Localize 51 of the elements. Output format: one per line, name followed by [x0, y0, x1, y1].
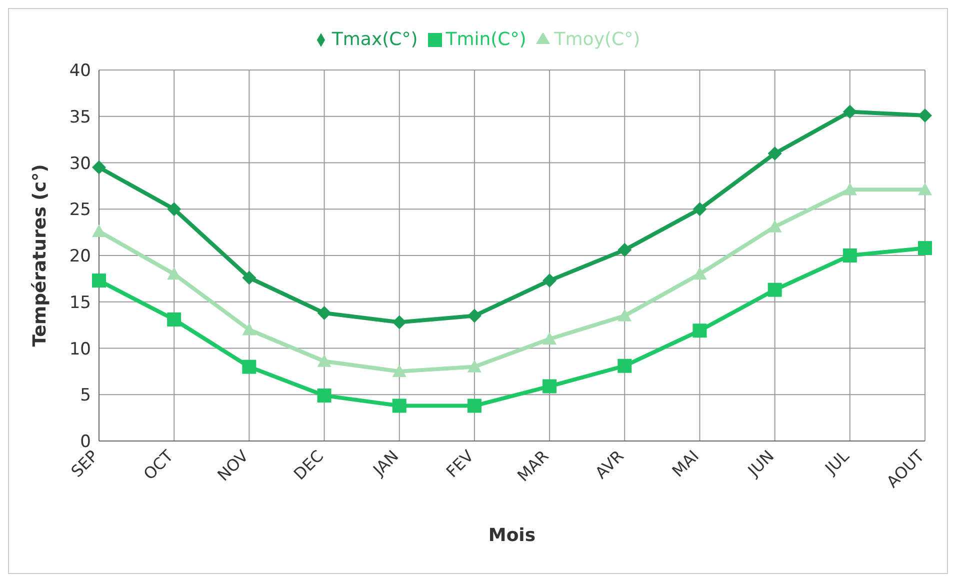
- point: [167, 312, 182, 326]
- point: [467, 308, 482, 323]
- point: [542, 379, 557, 394]
- point: [317, 388, 332, 403]
- point: [692, 202, 707, 216]
- y-tick-label: 30: [69, 154, 91, 174]
- point: [392, 364, 406, 378]
- y-tick-label: 35: [69, 107, 91, 128]
- y-tick-label: 5: [80, 386, 91, 406]
- point: [842, 104, 857, 119]
- point: [242, 360, 256, 374]
- point: [242, 322, 256, 336]
- legend-label: Tmin(C°): [446, 29, 526, 50]
- y-tick-label: 10: [69, 339, 91, 360]
- point: [242, 270, 256, 285]
- point: [768, 282, 782, 297]
- point: [692, 267, 707, 280]
- legend-label: Tmoy(C°): [554, 29, 640, 50]
- x-tick-label: SEP: [67, 446, 102, 481]
- point: [542, 274, 557, 288]
- y-tick-label: 15: [69, 292, 91, 313]
- point: [618, 358, 632, 373]
- point: [92, 224, 106, 237]
- point: [618, 308, 632, 322]
- point: [918, 241, 932, 256]
- point: [317, 354, 332, 367]
- x-tick-label: MAI: [668, 446, 703, 481]
- point: [92, 274, 106, 288]
- point: [392, 315, 406, 330]
- legend-label: Tmax(C°): [332, 29, 418, 50]
- point: [768, 220, 782, 232]
- point: [692, 324, 707, 338]
- point: [842, 248, 857, 262]
- point: [167, 202, 182, 216]
- point: [618, 242, 632, 257]
- point: [317, 306, 332, 320]
- point: [467, 398, 482, 413]
- y-tick-label: 20: [69, 246, 91, 267]
- x-axis-title: Mois: [488, 525, 536, 546]
- point: [842, 182, 857, 196]
- point: [768, 146, 782, 160]
- y-axis-title: Températures (c°): [29, 164, 50, 347]
- y-tick-label: 40: [69, 61, 91, 82]
- x-tick-label: JUL: [820, 446, 853, 478]
- point: [918, 108, 932, 122]
- point: [542, 332, 557, 345]
- point: [467, 360, 482, 372]
- point: [918, 182, 932, 196]
- point: [92, 160, 106, 174]
- point: [392, 398, 406, 413]
- y-tick-label: 25: [69, 200, 91, 220]
